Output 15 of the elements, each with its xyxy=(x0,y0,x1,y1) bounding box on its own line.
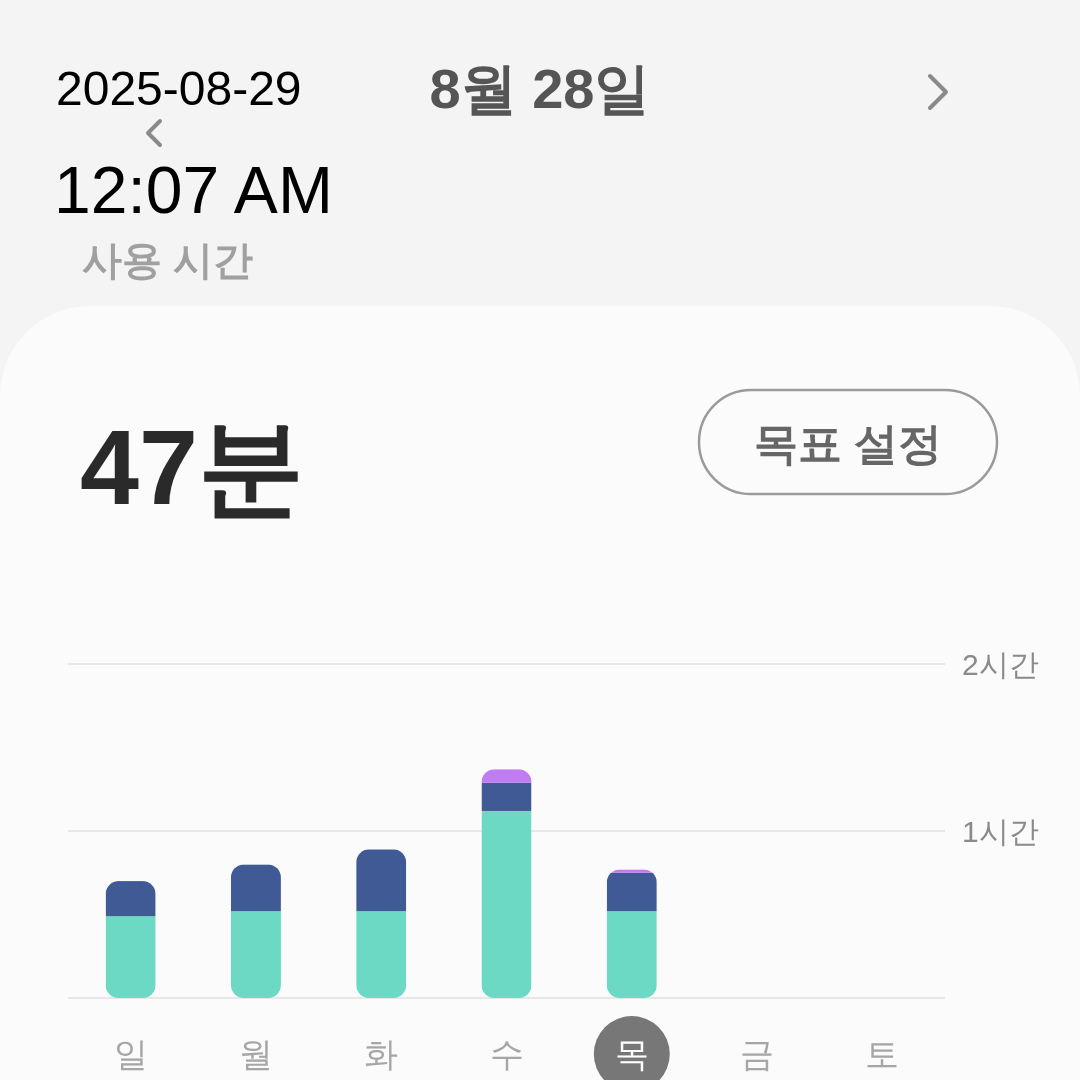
xtick: 토 xyxy=(865,1035,900,1073)
xtick: 금 xyxy=(740,1035,775,1073)
ytick: 2시간 xyxy=(962,648,1039,681)
xtick: 수 xyxy=(489,1035,524,1073)
annotation-date: 2025-08-29 xyxy=(56,62,302,115)
button-goal: 목표 설정 xyxy=(697,388,999,496)
ytick: 1시간 xyxy=(962,815,1039,848)
xtick: 목 xyxy=(614,1035,649,1073)
annotation-total: 47분 xyxy=(80,408,304,526)
xtick: 화 xyxy=(364,1035,399,1073)
xtick: 일 xyxy=(113,1035,148,1073)
subtitle: 사용 시간 xyxy=(82,238,254,282)
annotation-time: 12:07 AM xyxy=(54,153,333,227)
xtick: 월 xyxy=(238,1035,273,1073)
title: 8월 28일 xyxy=(429,57,651,120)
